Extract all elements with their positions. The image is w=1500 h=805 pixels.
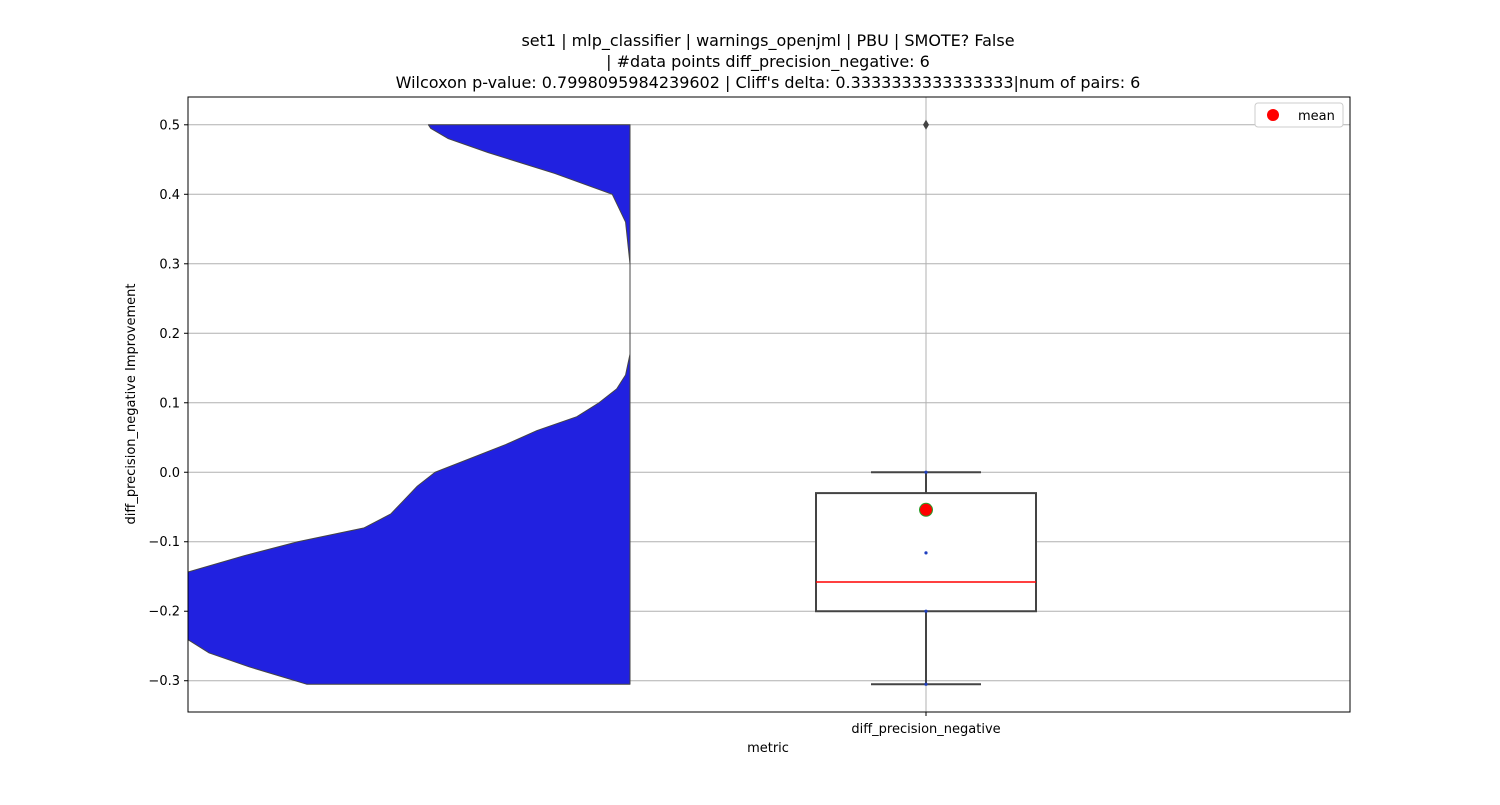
violin-body <box>188 124 631 685</box>
legend-mean-label: mean <box>1298 109 1335 124</box>
legend-box <box>1254 102 1344 128</box>
mean-marker <box>919 502 933 517</box>
y-tick-label: 0.5 <box>159 118 180 133</box>
data-point <box>924 551 928 555</box>
y-tick-label: 0.0 <box>159 466 180 481</box>
data-point <box>924 470 928 474</box>
chart-title-line-2: | #data points diff_precision_negative: … <box>606 52 930 72</box>
chart-title-line-3: Wilcoxon p-value: 0.7998095984239602 | C… <box>396 73 1141 92</box>
x-axis-label: metric <box>747 741 789 756</box>
data-point <box>924 609 928 613</box>
y-axis-ticks: −0.3 −0.2 −0.1 0.0 0.1 0.2 0.3 0.4 0.5 <box>148 118 188 689</box>
x-tick-label: diff_precision_negative <box>851 722 1000 737</box>
y-tick-label: 0.3 <box>159 257 180 272</box>
y-tick-label: −0.2 <box>148 605 180 620</box>
y-tick-label: 0.4 <box>159 188 180 203</box>
violin-plot <box>188 124 631 685</box>
y-tick-label: −0.3 <box>148 674 180 689</box>
outlier-marker <box>923 119 929 130</box>
chart-title-line-1: set1 | mlp_classifier | warnings_openjml… <box>521 31 1014 51</box>
box-plot <box>815 119 1037 686</box>
plot-area-frame <box>187 96 1351 713</box>
y-tick-label: 0.1 <box>159 396 180 411</box>
y-axis-label: diff_precision_negative Improvement <box>124 284 139 525</box>
y-tick-label: −0.1 <box>148 535 180 550</box>
legend: mean <box>1254 102 1344 128</box>
legend-mean-marker <box>1267 109 1279 121</box>
data-point <box>924 682 928 686</box>
chart-title: set1 | mlp_classifier | warnings_openjml… <box>396 31 1141 92</box>
x-axis-ticks: diff_precision_negative <box>851 712 1001 737</box>
y-tick-label: 0.2 <box>159 327 180 342</box>
